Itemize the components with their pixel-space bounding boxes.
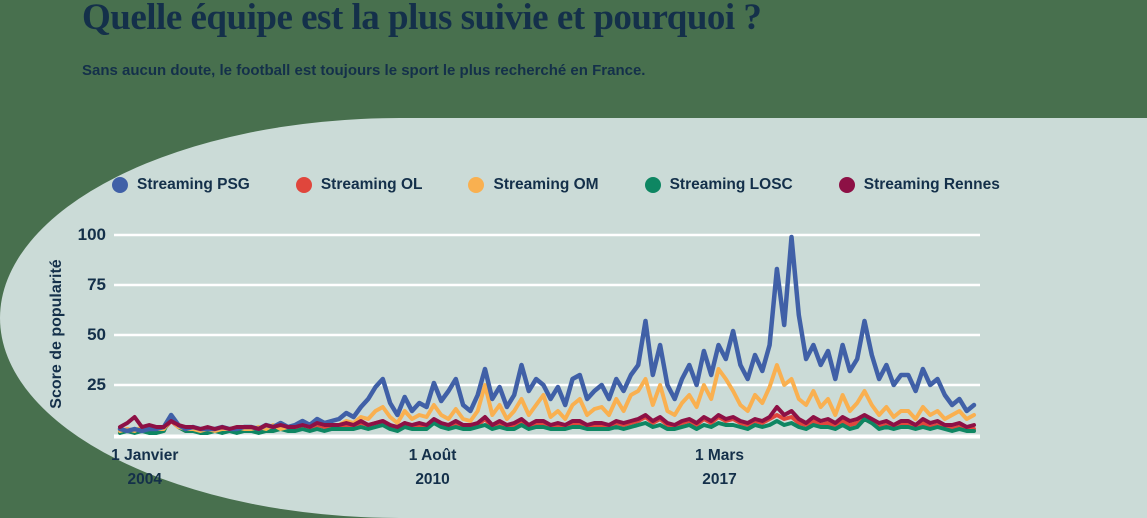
series-line-streaming-rennes [118,405,976,431]
legend-label: Streaming OL [320,176,423,193]
y-tick-label-100: 100 [77,225,106,244]
x-tick-label-2010: 1 Août 2010 [353,447,513,488]
legend-item-streaming-om[interactable]: Streaming OM [468,176,599,194]
line-chart [114,233,980,439]
x-tick-date: 1 Janvier [111,447,179,464]
y-tick-label-25: 25 [87,375,106,394]
x-tick-date: 1 Mars [694,447,745,464]
x-tick-date: 1 Août [408,447,457,464]
legend-label: Streaming PSG [137,176,250,193]
x-tick-label-2017: 1 Mars 2017 [640,447,800,488]
y-tick-label-75: 75 [87,275,106,294]
legend-dot-streaming-om [468,177,485,193]
legend-label: Streaming OM [493,176,599,193]
x-tick-label-2004: 1 Janvier 2004 [65,447,225,488]
legend-dot-streaming-ol [295,177,312,193]
page-title: Quelle équipe est la plus suivie et pour… [82,0,762,38]
page-subtitle: Sans aucun doute, le football est toujou… [82,62,646,79]
legend-dot-streaming-rennes [838,177,855,193]
x-tick-year: 2004 [127,471,162,488]
series-line-streaming-losc [118,413,976,435]
x-tick-year: 2017 [702,471,737,488]
y-tick-label-50: 50 [87,325,106,344]
legend-item-streaming-losc[interactable]: Streaming LOSC [644,176,793,194]
legend-item-streaming-psg[interactable]: Streaming PSG [112,176,250,194]
legend-dot-streaming-psg [112,177,128,193]
chart-panel: Streaming PSG Streaming OL Streaming OM Str… [0,118,1147,518]
legend-dot-streaming-losc [644,177,661,193]
legend-item-streaming-ol[interactable]: Streaming OL [295,176,423,194]
legend-label: Streaming Rennes [863,176,1000,193]
x-tick-year: 2010 [415,471,450,488]
legend-label: Streaming LOSC [669,176,793,193]
legend-item-streaming-rennes[interactable]: Streaming Rennes [838,176,1000,194]
chart-legend: Streaming PSG Streaming OL Streaming OM Str… [112,176,1000,194]
